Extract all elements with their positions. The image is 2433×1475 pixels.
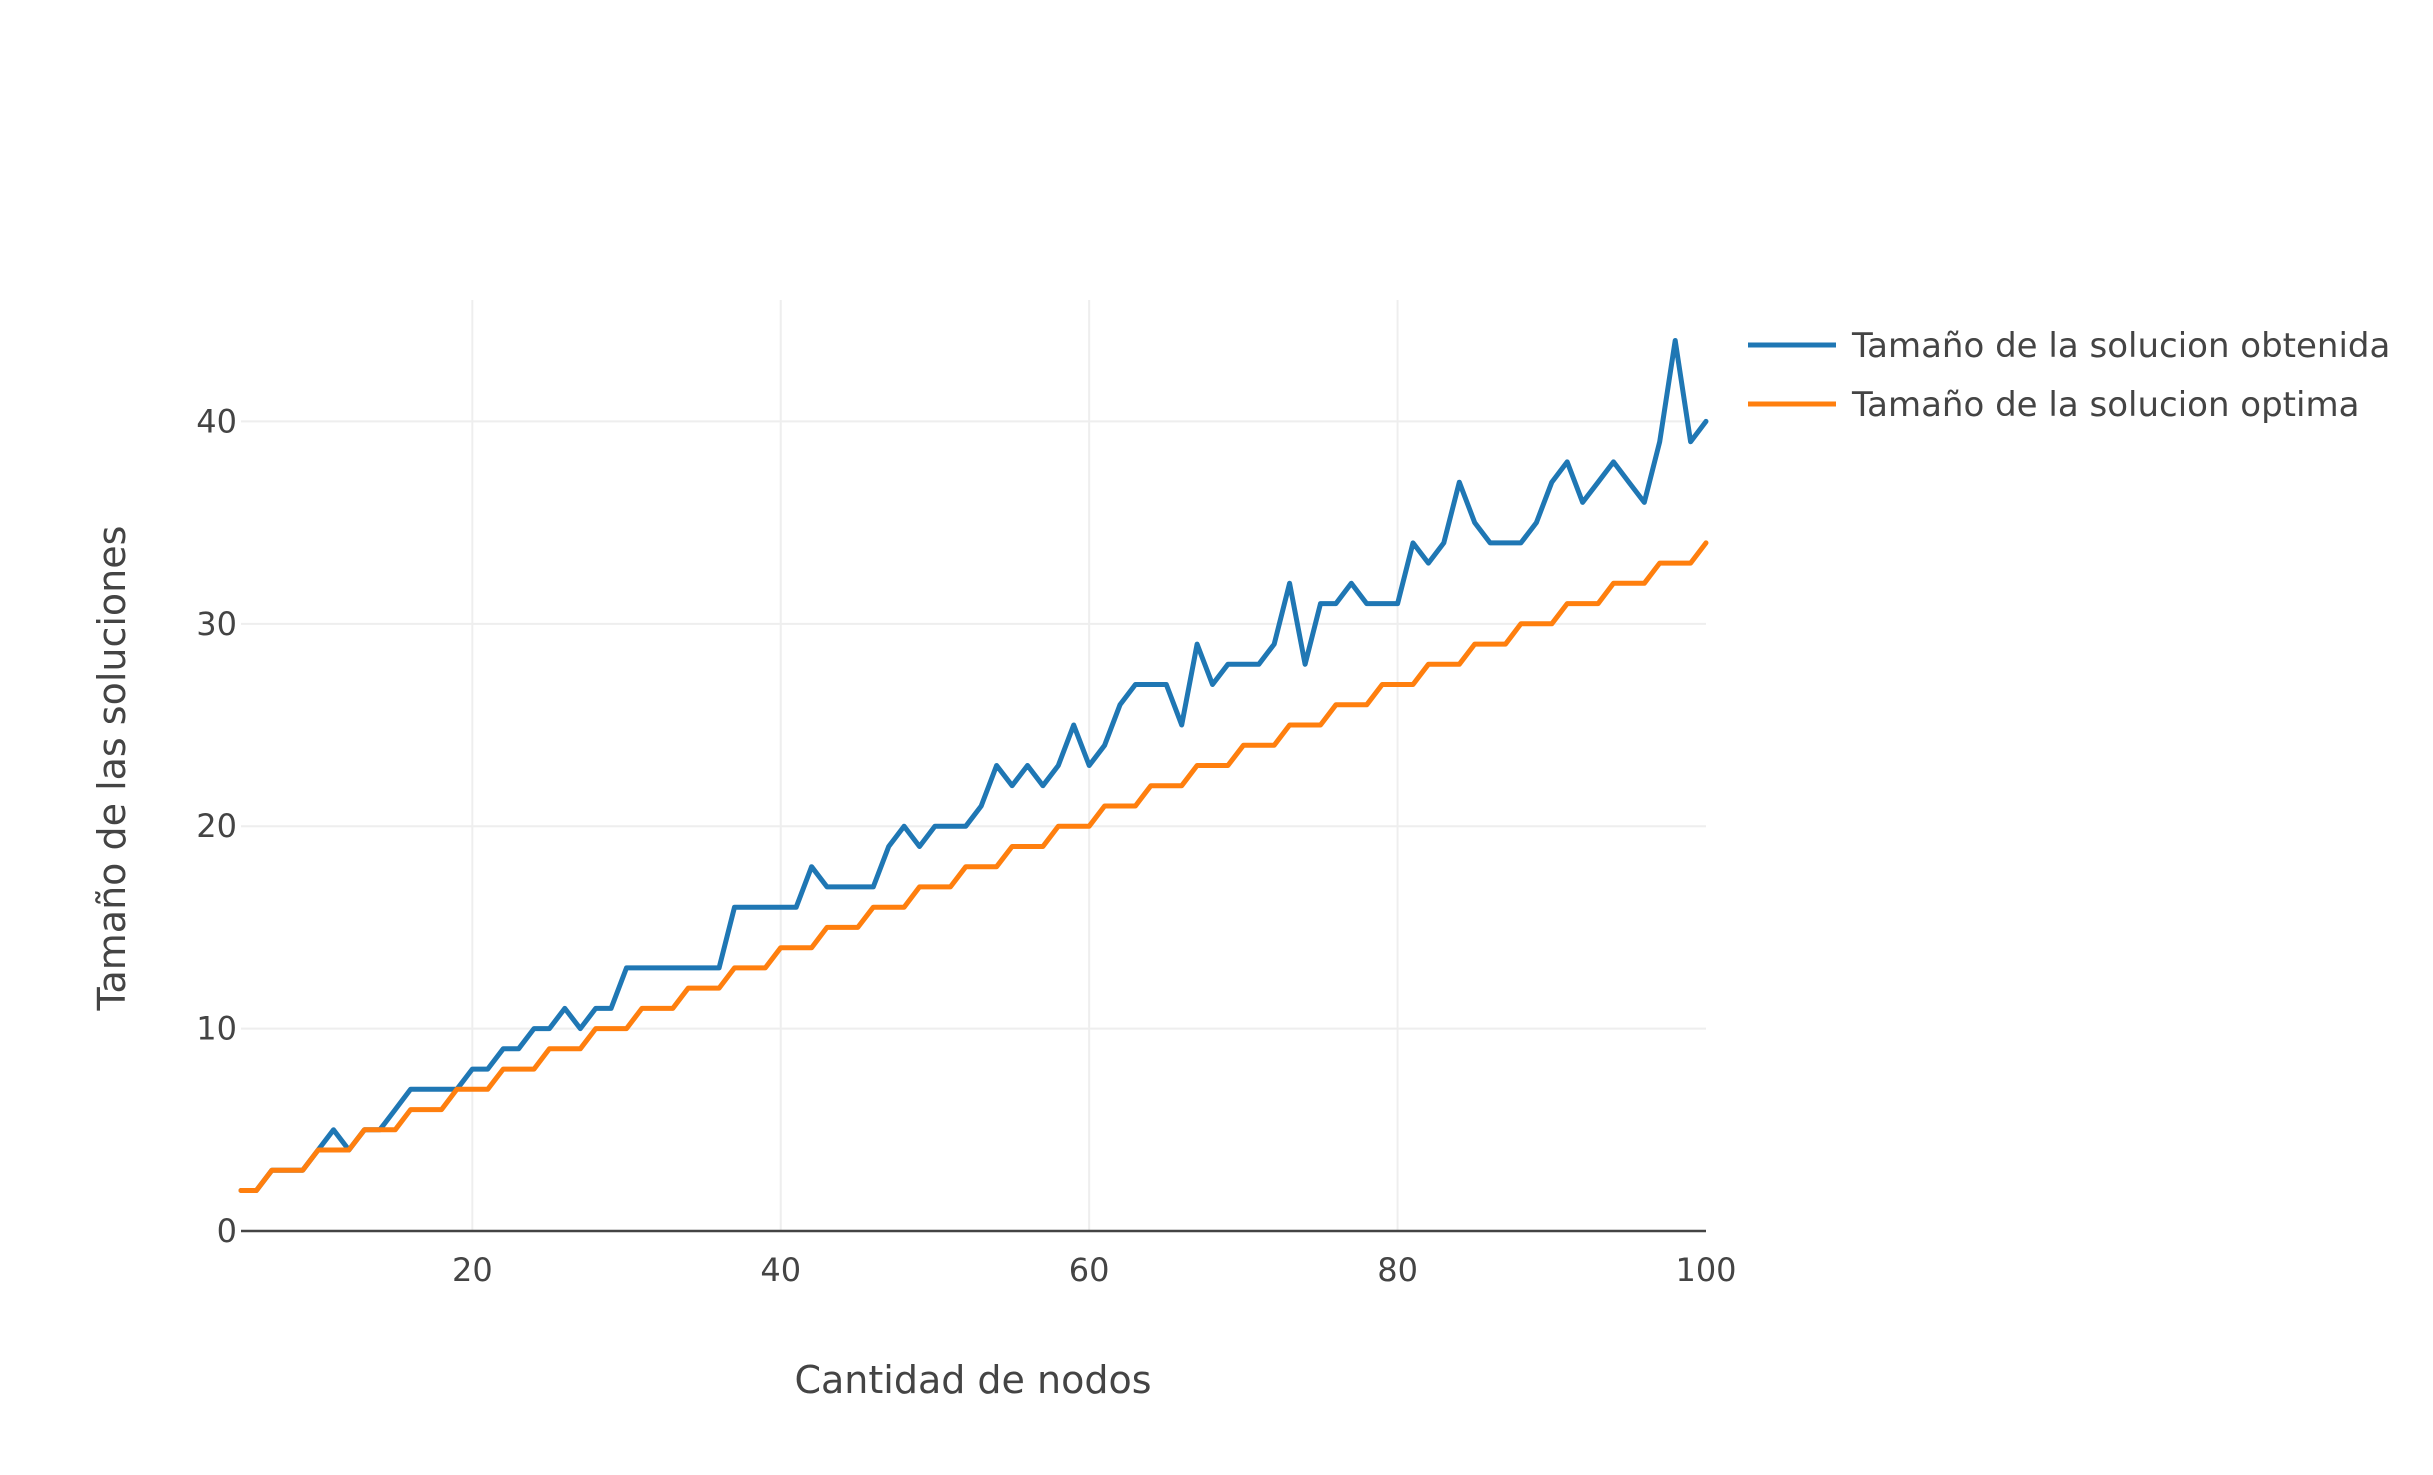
series-line-2 <box>238 540 1709 1193</box>
y-axis-title: Tamaño de las soluciones <box>90 526 134 1012</box>
y-tick-label: 40 <box>196 402 237 440</box>
y-tick-label: 10 <box>196 1010 237 1048</box>
series-line-1 <box>238 338 1709 1193</box>
legend-item-1[interactable]: Tamaño de la solucion obtenida <box>1748 326 2390 366</box>
x-tick-label: 20 <box>452 1251 493 1289</box>
x-tick-label: 80 <box>1377 1251 1418 1289</box>
x-axis-title: Cantidad de nodos <box>794 1358 1151 1402</box>
x-tick-label: 40 <box>760 1251 801 1289</box>
y-tick-label: 0 <box>217 1212 237 1250</box>
legend-item-2[interactable]: Tamaño de la solucion optima <box>1748 385 2359 425</box>
y-tick-label: 30 <box>196 605 237 643</box>
x-tick-label: 60 <box>1069 1251 1110 1289</box>
y-tick-label: 20 <box>196 807 237 845</box>
x-tick-label: 100 <box>1675 1251 1736 1289</box>
legend[interactable]: Tamaño de la solucion obtenida Tamaño de … <box>1748 326 2390 425</box>
legend-label: Tamaño de la solucion optima <box>1851 385 2359 425</box>
legend-label: Tamaño de la solucion obtenida <box>1851 326 2390 366</box>
